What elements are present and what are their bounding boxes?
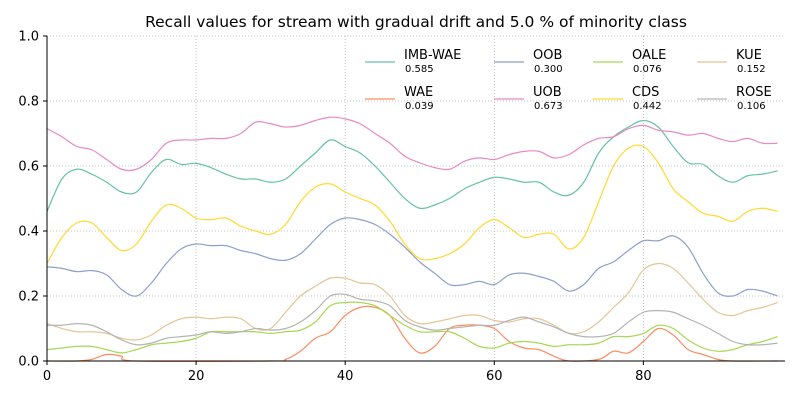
series-line-oob bbox=[46, 217, 778, 297]
series-line-rose bbox=[46, 293, 778, 346]
chart-title: Recall values for stream with gradual dr… bbox=[145, 13, 687, 31]
legend-label: ROSE bbox=[736, 85, 772, 100]
legend-score: 0.585 bbox=[405, 64, 434, 75]
legend-score: 0.673 bbox=[534, 101, 563, 112]
y-tick-label: 1.0 bbox=[18, 30, 39, 45]
legend-label: KUE bbox=[736, 48, 762, 63]
legend-score: 0.106 bbox=[737, 101, 766, 112]
series-line-cds bbox=[46, 144, 778, 264]
legend-score: 0.076 bbox=[633, 64, 662, 75]
legend-score: 0.152 bbox=[737, 64, 766, 75]
legend-label: UOB bbox=[533, 85, 562, 100]
series-lines bbox=[46, 116, 778, 363]
y-tick-label: 0.2 bbox=[18, 290, 39, 305]
legend-label: OALE bbox=[632, 48, 666, 63]
legend-score: 0.442 bbox=[633, 101, 662, 112]
x-tick-label: 40 bbox=[337, 369, 354, 384]
axis-ticks: 0 20 40 60 80 0.0 0.2 0.4 0.6 0.8 1.0 bbox=[18, 30, 651, 385]
series-line-kue bbox=[46, 262, 778, 341]
y-tick-label: 0.4 bbox=[18, 225, 39, 240]
axes bbox=[46, 36, 785, 362]
legend-score: 0.039 bbox=[405, 101, 434, 112]
y-tick-label: 0.8 bbox=[18, 95, 39, 110]
x-tick-label: 80 bbox=[635, 369, 652, 384]
legend-score: 0.300 bbox=[534, 64, 563, 75]
legend-label: OOB bbox=[533, 48, 562, 63]
x-tick-label: 20 bbox=[188, 369, 205, 384]
y-tick-label: 0.6 bbox=[18, 160, 39, 175]
legend-label: WAE bbox=[404, 85, 433, 100]
series-line-oale bbox=[46, 301, 778, 354]
x-tick-label: 60 bbox=[486, 369, 503, 384]
series-line-wae bbox=[46, 305, 778, 363]
x-tick-label: 0 bbox=[43, 369, 51, 384]
y-tick-label: 0.0 bbox=[18, 355, 39, 370]
series-line-imb-wae bbox=[46, 119, 778, 212]
legend-label: CDS bbox=[632, 85, 659, 100]
series-line-uob bbox=[46, 116, 778, 172]
legend-label: IMB-WAE bbox=[404, 48, 461, 63]
